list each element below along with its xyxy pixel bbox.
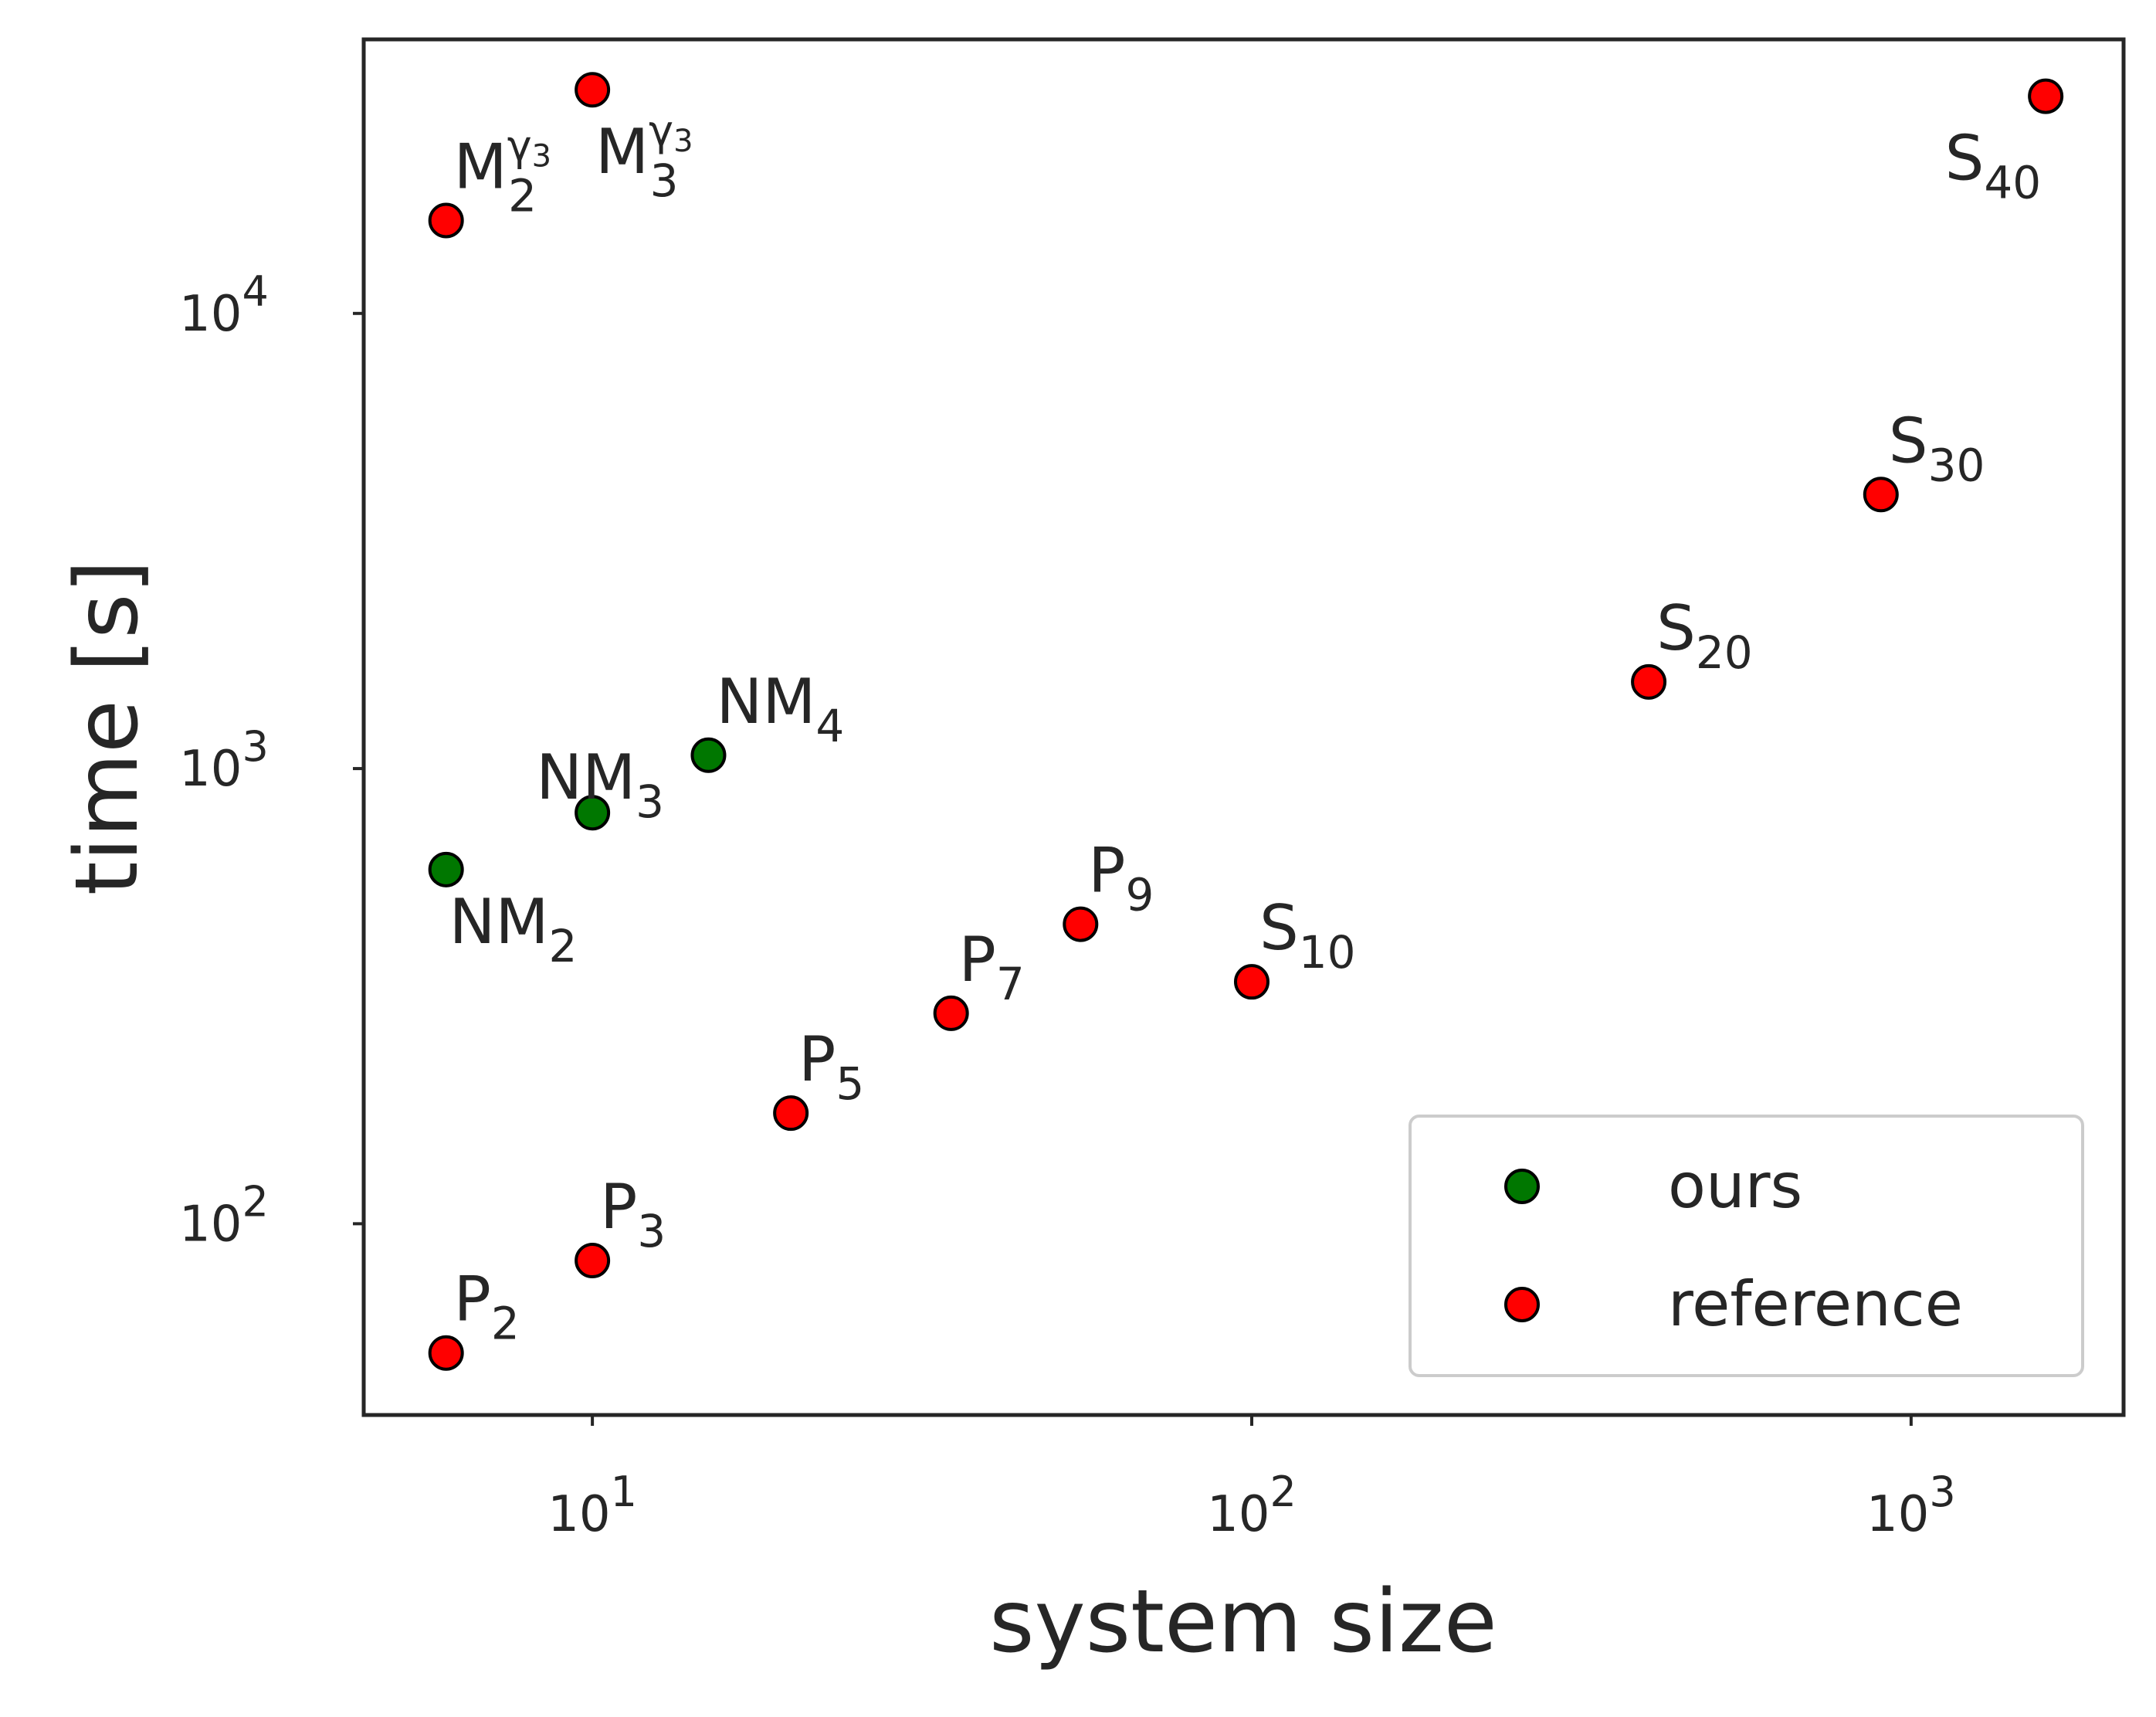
data-point-reference: [1863, 477, 1899, 513]
data-point-reference: [773, 1095, 809, 1132]
data-point-ours: [428, 851, 464, 887]
data-point-reference: [1233, 964, 1270, 1000]
legend: ours reference: [1409, 1115, 2084, 1377]
data-point-ours: [690, 737, 727, 773]
data-point-reference: [428, 1335, 464, 1371]
y-tick-label: 104: [179, 267, 269, 343]
point-label: NM4: [716, 666, 844, 752]
point-label: P3: [600, 1171, 666, 1257]
data-point-reference: [1631, 663, 1667, 700]
point-label: S20: [1656, 592, 1753, 679]
point-label: P2: [454, 1264, 520, 1350]
point-label: S30: [1889, 405, 1985, 491]
point-label: S10: [1259, 892, 1356, 979]
point-label: P9: [1088, 835, 1154, 921]
point-label: S40: [1945, 123, 2042, 209]
x-tick-label: 102: [1207, 1468, 1297, 1543]
data-point-reference: [1063, 906, 1099, 942]
y-tick-label: 103: [179, 722, 269, 798]
data-point-reference: [428, 202, 464, 239]
data-point-ours: [575, 795, 611, 831]
data-point-reference: [575, 72, 611, 108]
point-label: P5: [798, 1023, 864, 1110]
point-label: Mγ3 2: [454, 122, 551, 222]
x-tick-label: 103: [1866, 1468, 1956, 1543]
data-point-reference: [933, 995, 969, 1031]
point-label: NM3: [536, 741, 664, 828]
point-label: NM2: [449, 886, 578, 972]
x-tick-label: 101: [547, 1468, 637, 1543]
legend-label-reference: reference: [1668, 1268, 1963, 1340]
y-axis-label: time [s]: [57, 560, 158, 895]
legend-marker-ours: [1504, 1169, 1540, 1204]
legend-box: [1409, 1115, 2084, 1377]
plot-frame: [361, 37, 2126, 1417]
point-label: Mγ3 3: [595, 107, 693, 207]
data-point-reference: [575, 1243, 611, 1279]
x-axis-label: system size: [989, 1572, 1497, 1672]
legend-marker-reference: [1504, 1287, 1540, 1322]
point-label: P7: [959, 924, 1025, 1010]
y-tick-label: 102: [179, 1177, 269, 1253]
legend-label-ours: ours: [1668, 1150, 1802, 1222]
data-point-reference: [2028, 78, 2064, 114]
